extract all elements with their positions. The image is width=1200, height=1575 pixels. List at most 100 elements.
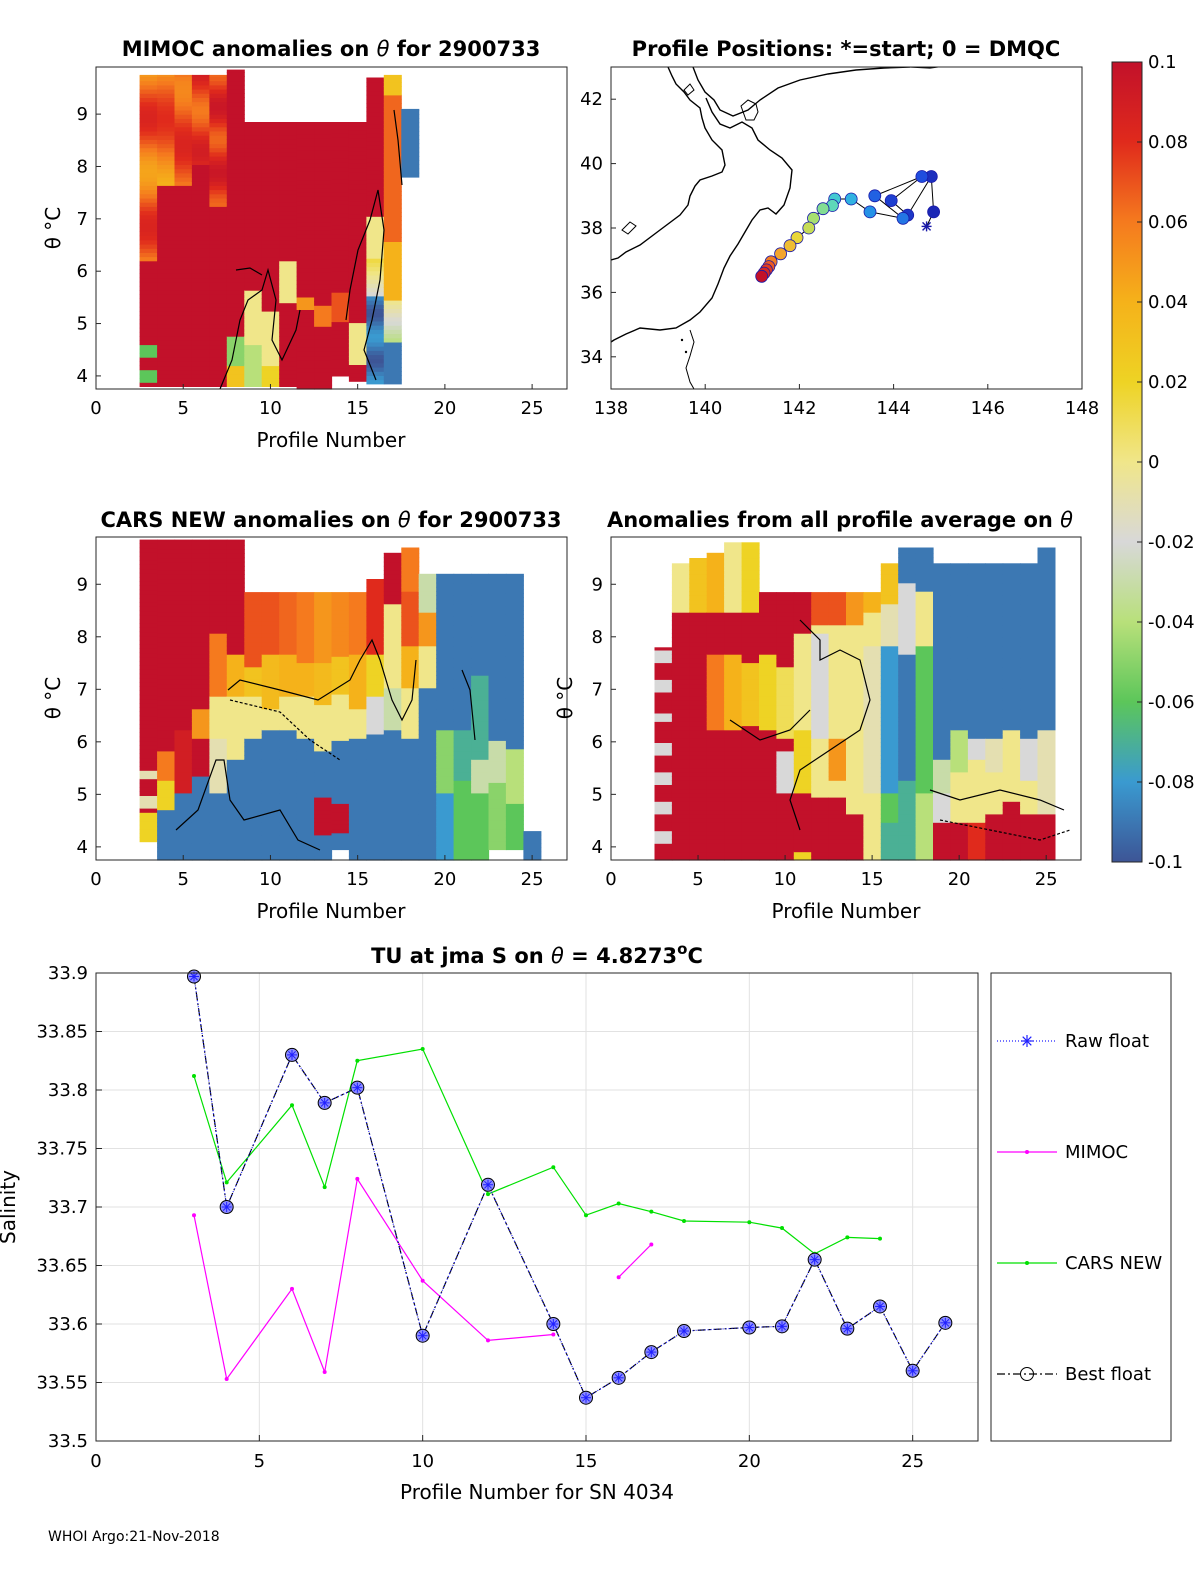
heat-cell — [279, 763, 298, 769]
heat-cell — [985, 666, 1004, 672]
heat-cell — [1037, 708, 1056, 714]
heat-cell — [139, 606, 158, 612]
heat-cell — [401, 717, 420, 722]
heat-cell — [898, 582, 917, 588]
heat-cell — [366, 738, 385, 743]
heat-cell — [261, 344, 280, 350]
heat-cell — [174, 599, 193, 605]
heat-cell — [191, 620, 210, 626]
heat-cell — [314, 175, 333, 181]
heat-cell — [226, 319, 245, 325]
raw-float-point — [483, 1179, 493, 1190]
heat-cell — [244, 687, 263, 693]
heat-cell — [471, 704, 490, 710]
heat-cell — [967, 729, 986, 735]
heat-cell — [296, 175, 315, 181]
heat-cell — [296, 788, 315, 794]
heat-cell — [174, 331, 193, 337]
heat-cell — [157, 691, 176, 697]
heat-cell — [863, 755, 882, 760]
heat-cell — [366, 595, 385, 601]
heat-cell — [366, 654, 385, 659]
heat-cell — [383, 818, 402, 823]
heat-cell — [846, 679, 864, 685]
heat-cell — [759, 750, 777, 756]
heat-cell — [174, 218, 193, 224]
heat-cell — [279, 780, 298, 785]
heat-cell — [671, 595, 690, 601]
heat-cell — [1002, 767, 1021, 773]
heat-cell — [471, 599, 490, 605]
heat-cell — [314, 855, 333, 861]
heat-cell — [191, 373, 210, 379]
heat-cell — [724, 797, 743, 802]
heat-cell — [654, 826, 673, 832]
heat-cell — [471, 729, 490, 735]
mimoc-xlabel: Profile Number — [257, 428, 407, 452]
heat-cell — [401, 670, 420, 676]
heat-cell — [174, 239, 193, 245]
heat-cell — [471, 797, 490, 802]
heat-cell — [950, 637, 969, 643]
heat-cell — [348, 834, 367, 840]
heat-cell — [898, 780, 917, 785]
heat-cell — [741, 839, 760, 844]
heat-cell — [811, 755, 830, 760]
heat-cell — [1002, 797, 1021, 802]
heat-cell — [436, 822, 455, 827]
cars-axes-box — [95, 536, 568, 861]
heat-cell — [898, 565, 917, 571]
heat-cell — [933, 654, 951, 659]
heat-cell — [348, 259, 367, 265]
heat-cell — [191, 281, 210, 287]
heat-cell — [846, 696, 864, 701]
heat-cell — [453, 805, 472, 811]
heat-cell — [915, 582, 934, 588]
heat-cell — [898, 771, 917, 777]
heat-cell — [759, 662, 777, 668]
heat-cell — [436, 599, 455, 605]
heat-cell — [279, 670, 298, 676]
heat-cell — [191, 315, 210, 320]
heat-cell — [366, 666, 385, 672]
heat-cell — [759, 691, 777, 697]
heat-cell — [139, 690, 158, 696]
heat-cell — [985, 801, 1004, 806]
heat-cell — [654, 738, 673, 743]
heat-cell — [296, 363, 315, 369]
heat-cell — [244, 750, 263, 756]
heat-cell — [453, 801, 472, 806]
heat-cell — [244, 160, 263, 165]
heat-cell — [366, 822, 385, 827]
heat-cell — [191, 805, 210, 811]
heat-cell — [505, 824, 524, 830]
contour-line — [175, 759, 321, 851]
heat-cell — [898, 788, 917, 794]
heat-cell — [261, 592, 280, 596]
heat-cell — [1037, 582, 1056, 588]
heat-cell — [139, 223, 158, 228]
heat-cell — [139, 732, 158, 738]
heat-cell — [139, 244, 158, 249]
mimoc-point — [420, 1278, 425, 1283]
heat-cell — [157, 210, 176, 216]
heat-cell — [950, 641, 969, 647]
heat-cell — [226, 675, 245, 680]
heat-cell — [331, 702, 350, 708]
heat-cell — [174, 168, 193, 174]
heat-cell — [191, 168, 210, 174]
heat-cell — [793, 805, 812, 811]
heat-cell — [471, 738, 490, 743]
heat-cell — [724, 658, 743, 664]
heat-cell — [348, 343, 367, 349]
heat-cell — [967, 704, 986, 710]
heat-cell — [279, 189, 298, 195]
heat-cell — [880, 813, 899, 819]
heat-cell — [296, 704, 315, 710]
heat-cell — [846, 595, 864, 601]
heat-cell — [863, 725, 882, 731]
heat-cell — [157, 235, 176, 241]
heat-cell — [759, 843, 777, 848]
heat-cell — [863, 633, 882, 638]
heat-cell — [950, 658, 969, 664]
